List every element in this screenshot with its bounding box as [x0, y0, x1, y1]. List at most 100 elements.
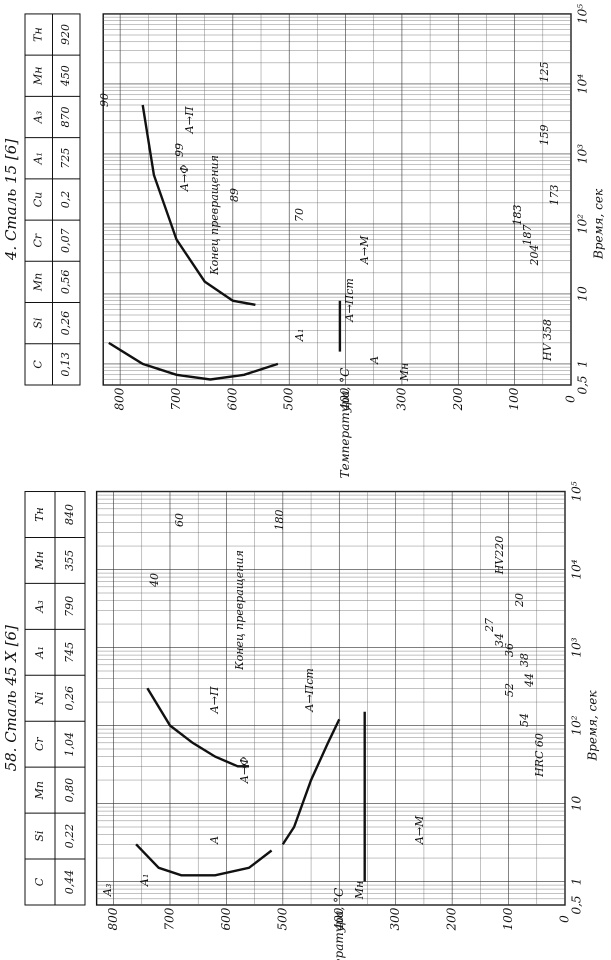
y-tick-label: 200: [445, 907, 459, 931]
x-tick-label: 10³: [570, 637, 584, 657]
table-header: Cr: [33, 737, 46, 751]
x-axis-label: Время, сек: [592, 188, 606, 260]
table-cell: 790: [63, 596, 76, 617]
annotation: А→Пст: [303, 668, 316, 713]
y-tick-label: 600: [225, 387, 239, 410]
x-tick-label: 10²: [576, 214, 590, 234]
table-header: Ni: [33, 692, 46, 706]
annotation: 52: [503, 683, 516, 697]
table-cell: 0,13: [59, 352, 72, 377]
annotation: 159: [538, 125, 551, 146]
annotation: 70: [293, 208, 306, 222]
table-header: Cu: [32, 192, 45, 208]
table-header: Mн: [33, 551, 46, 571]
annotation: 180: [273, 510, 286, 531]
annotation: А₃: [101, 884, 114, 898]
table-cell: 0,07: [59, 228, 72, 253]
x-tick-label: 0,5: [576, 375, 590, 394]
annotation: 38: [518, 653, 531, 667]
y-tick-label: 200: [451, 387, 465, 411]
annotation: 90: [98, 93, 111, 107]
annotation: HV220: [493, 536, 506, 576]
x-tick-label: 1: [570, 878, 584, 886]
y-tick-label: 700: [162, 907, 176, 930]
x-tick-label: 10³: [576, 144, 590, 164]
table-cell: 450: [59, 65, 72, 87]
annotation: Конец превращения: [233, 550, 246, 671]
y-tick-label: 400: [338, 387, 352, 411]
annotation: Мн: [398, 363, 411, 383]
table-cell: 725: [59, 148, 72, 169]
x-tick-label: 0,5: [570, 895, 584, 914]
curve: [135, 843, 273, 877]
annotation: 27: [483, 618, 496, 633]
table-cell: 0,2: [59, 191, 72, 209]
annotation: 44: [523, 673, 536, 688]
curve: [281, 718, 341, 845]
table-cell: 0,26: [59, 311, 72, 336]
curve: [141, 104, 256, 306]
table-header: A₃: [32, 111, 45, 124]
y-axis-label: Температура, °С: [332, 888, 346, 960]
table-header: A₁: [32, 152, 45, 165]
annotation: А→М: [413, 815, 426, 846]
annotation: HRC 60: [533, 733, 546, 778]
plot-frame: [102, 13, 572, 386]
table-cell: 745: [63, 642, 76, 663]
y-tick-label: 300: [394, 387, 408, 410]
annotation: А₁: [293, 329, 306, 343]
y-tick-label: 0: [564, 395, 578, 403]
annotation: Конец превращения: [208, 155, 221, 276]
annotation: А→Ф: [238, 757, 251, 785]
y-tick-label: 600: [219, 907, 233, 930]
x-tick-label: 10⁵: [570, 481, 584, 501]
x-tick-label: 10⁴: [576, 74, 590, 94]
x-tick-label: 10: [570, 796, 584, 812]
annotation: А→Пст: [343, 278, 356, 323]
table-cell: 0,56: [59, 270, 72, 295]
table-header: A₁: [33, 646, 46, 659]
table-header: Si: [33, 831, 46, 842]
y-tick-label: 300: [388, 907, 402, 930]
table-cell: 920: [59, 24, 72, 45]
x-tick-label: 1: [576, 360, 590, 368]
annotation: 40: [148, 573, 161, 588]
annotation: 60: [173, 513, 186, 527]
annotation: 187: [521, 225, 534, 246]
table-header: Mn: [33, 781, 46, 800]
annotation: 34: [493, 633, 506, 647]
table-header: Si: [32, 318, 45, 329]
table-cell: 870: [59, 107, 72, 128]
y-tick-label: 800: [106, 907, 120, 930]
annotation: А→М: [358, 235, 371, 266]
annotation: 36: [503, 643, 516, 657]
table-header: Mн: [32, 67, 45, 87]
table-header: C: [32, 360, 45, 369]
curve: [146, 687, 249, 768]
x-tick-label: 10⁵: [576, 4, 590, 24]
table-cell: 0,44: [63, 870, 76, 895]
y-tick-label: 100: [501, 907, 515, 930]
x-tick-label: 10²: [570, 715, 584, 735]
annotation: 20: [513, 593, 526, 608]
x-tick-label: 10: [576, 286, 590, 302]
annotation: А→Ф: [178, 165, 191, 193]
chart-title: 4. Сталь 15 [6]: [2, 139, 20, 261]
annotation: 204: [528, 245, 541, 267]
annotation: 99: [173, 143, 186, 157]
x-tick-label: 10⁴: [570, 559, 584, 579]
table-cell: 1,04: [63, 732, 76, 757]
annotation: А→П: [208, 686, 221, 715]
annotation: 54: [518, 713, 531, 727]
curve: [108, 341, 279, 381]
table-header: Tн: [32, 27, 45, 42]
table-header: Tн: [33, 507, 46, 522]
y-tick-label: 100: [507, 387, 521, 410]
table-header: Mn: [32, 273, 45, 292]
x-axis-label: Время, сек: [586, 690, 600, 762]
annotation: Мн: [353, 881, 366, 901]
table-header: C: [33, 877, 46, 886]
annotation: 183: [511, 205, 524, 226]
annotation: 125: [538, 62, 551, 83]
